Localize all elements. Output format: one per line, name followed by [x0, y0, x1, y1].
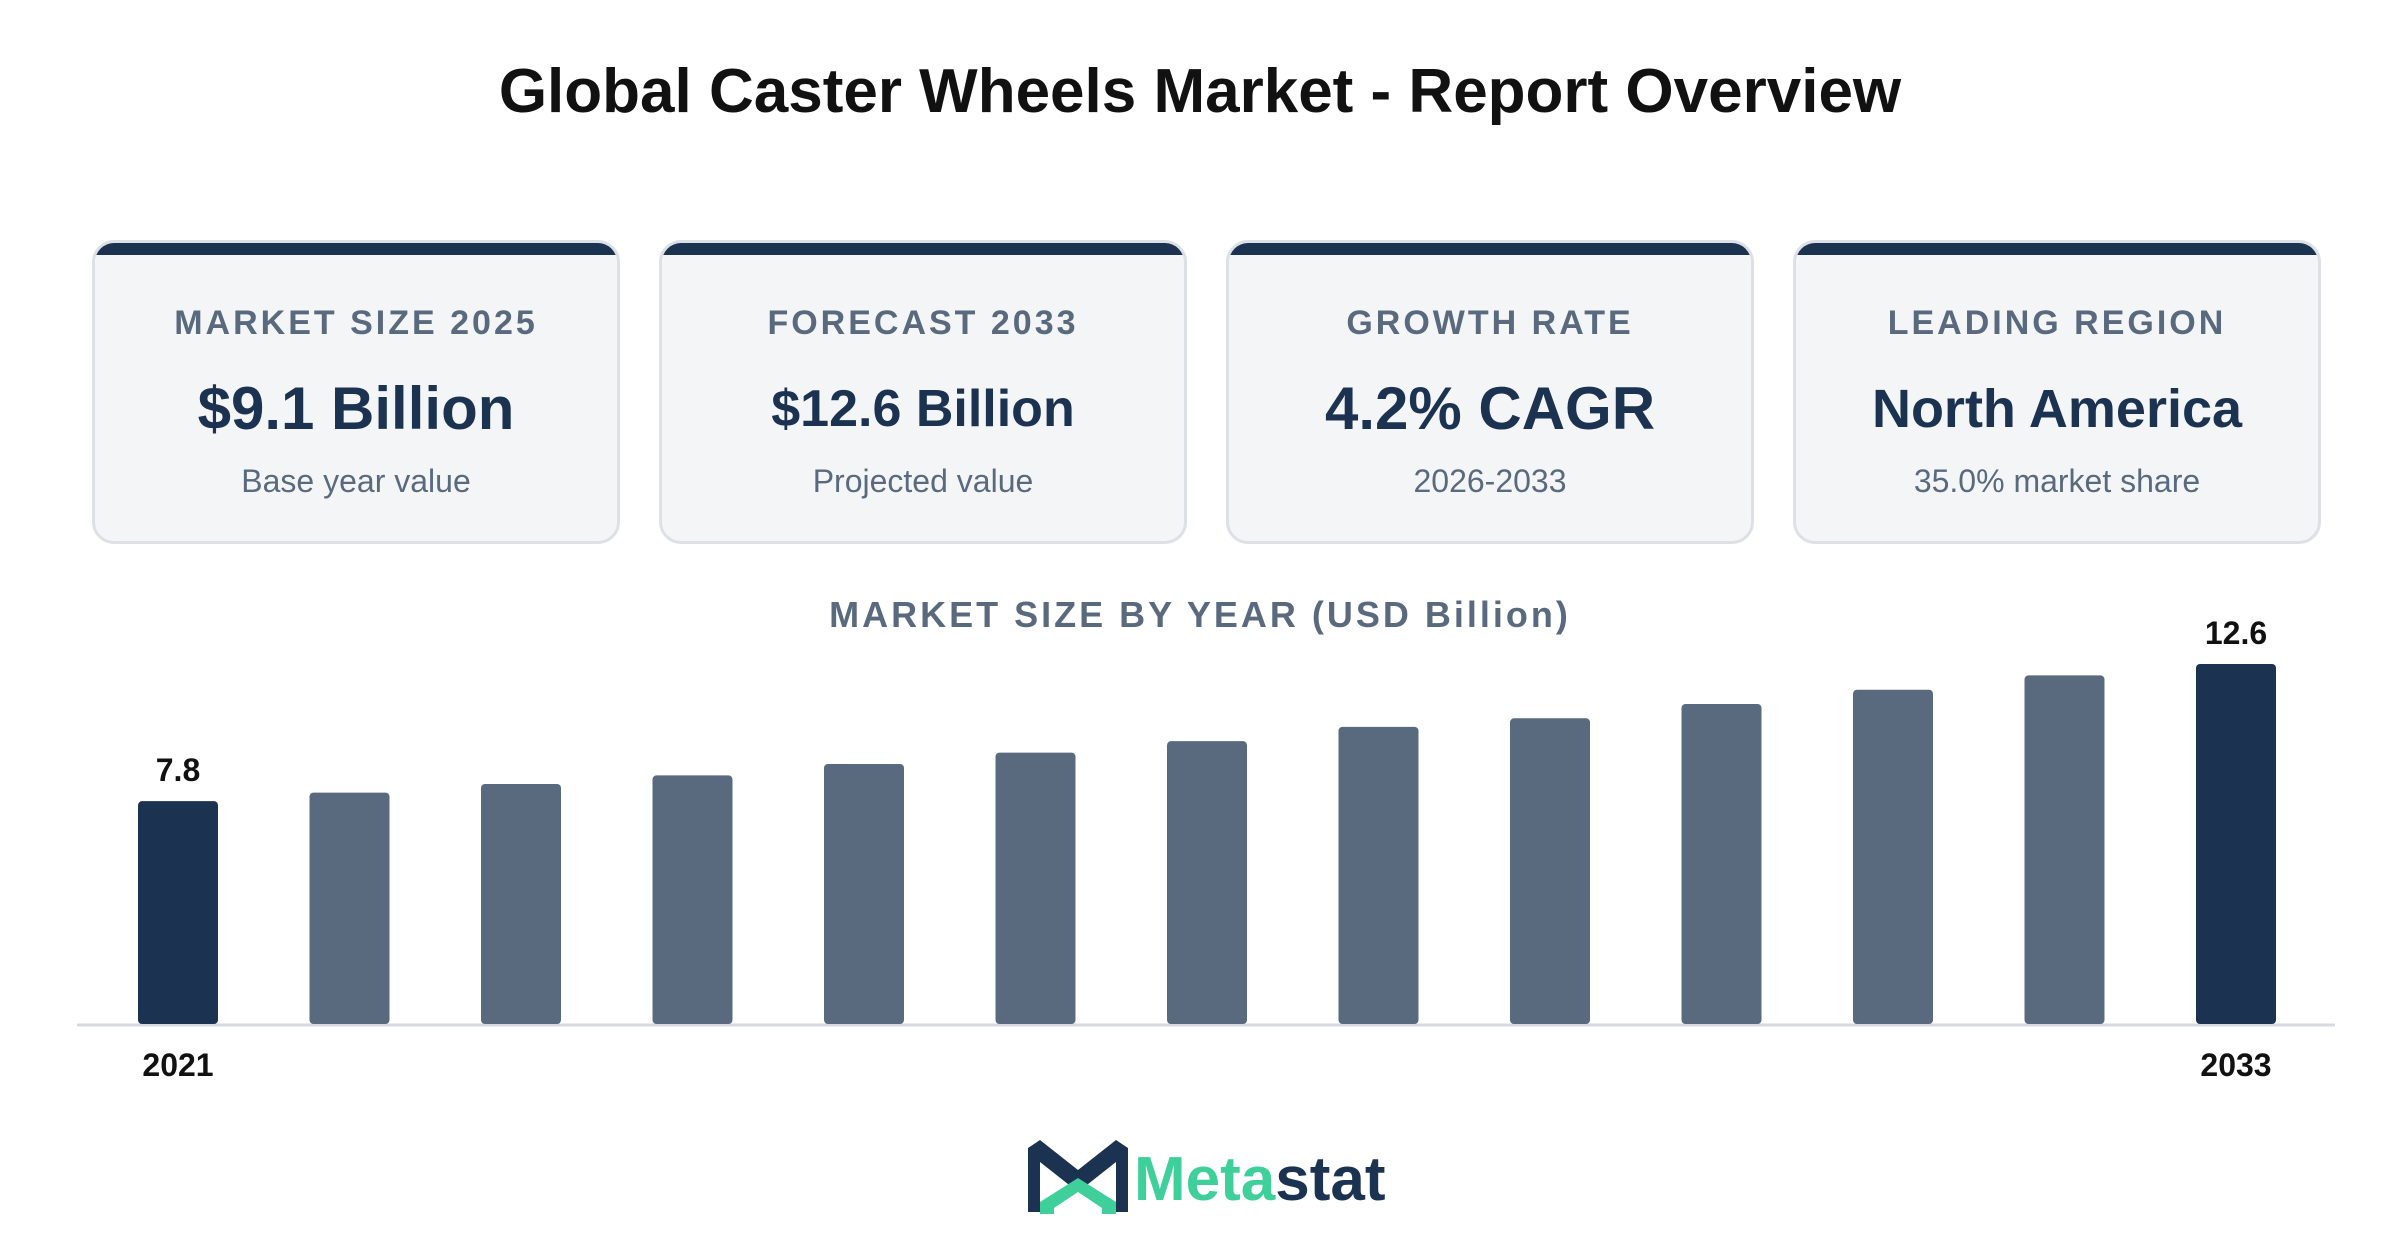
card-label: GROWTH RATE — [1346, 304, 1634, 342]
card-label: LEADING REGION — [1887, 304, 2227, 342]
bar-2031 — [1853, 689, 1933, 1024]
card-accent-bar — [1229, 243, 1751, 255]
bar-value-label: 7.8 — [156, 752, 200, 788]
bar-2027 — [1167, 741, 1247, 1024]
card-value: $12.6 Billion — [771, 380, 1075, 438]
card-label: MARKET SIZE 2025 — [174, 304, 538, 342]
bar-2023 — [481, 784, 561, 1024]
card-accent-bar — [1796, 243, 2318, 255]
card-subtext: 2026-2033 — [1413, 463, 1567, 499]
card-subtext: Projected value — [812, 463, 1034, 499]
x-tick-label: 2033 — [2200, 1047, 2271, 1083]
bar-2024 — [652, 775, 733, 1024]
card-accent-bar — [95, 243, 617, 255]
card-growth-rate: GROWTH RATE 4.2% CAGR 2026-2033 — [1226, 240, 1754, 544]
bar-2032 — [2024, 675, 2105, 1024]
bar-2022 — [309, 792, 390, 1024]
bar-2029 — [1510, 718, 1590, 1024]
card-value: $9.1 Billion — [197, 375, 515, 442]
card-label: FORECAST 2033 — [767, 304, 1079, 342]
logo-text-stat: stat — [1275, 1145, 1386, 1214]
logo-wordmark: Metastat — [1134, 1142, 1386, 1218]
page-title: Global Caster Wheels Market - Report Ove… — [498, 57, 1902, 126]
card-forecast: FORECAST 2033 $12.6 Billion Projected va… — [659, 240, 1187, 544]
metastat-logo: Metastat — [1028, 1140, 1408, 1220]
bar-2033 — [2196, 664, 2276, 1024]
card-market-size: MARKET SIZE 2025 $9.1 Billion Base year … — [92, 240, 620, 544]
card-value: 4.2% CAGR — [1324, 375, 1656, 442]
bar-2026 — [995, 752, 1076, 1024]
bar-2021 — [138, 801, 218, 1024]
card-value: North America — [1871, 379, 2243, 439]
x-tick-label: 2021 — [142, 1047, 213, 1083]
card-subtext: Base year value — [241, 463, 471, 499]
stat-cards: MARKET SIZE 2025 $9.1 Billion Base year … — [92, 240, 2322, 544]
logo-text-meta: Meta — [1134, 1145, 1276, 1214]
card-subtext: 35.0% market share — [1913, 463, 2201, 499]
bar-2028 — [1338, 726, 1419, 1024]
metastat-m-logo-icon — [1028, 1140, 1128, 1214]
card-leading-region: LEADING REGION North America 35.0% marke… — [1793, 240, 2321, 544]
bar-2030 — [1681, 704, 1762, 1024]
card-accent-bar — [662, 243, 1184, 255]
chart-title: MARKET SIZE BY YEAR (USD Billion) — [829, 594, 1571, 635]
bar-2025 — [824, 764, 904, 1024]
